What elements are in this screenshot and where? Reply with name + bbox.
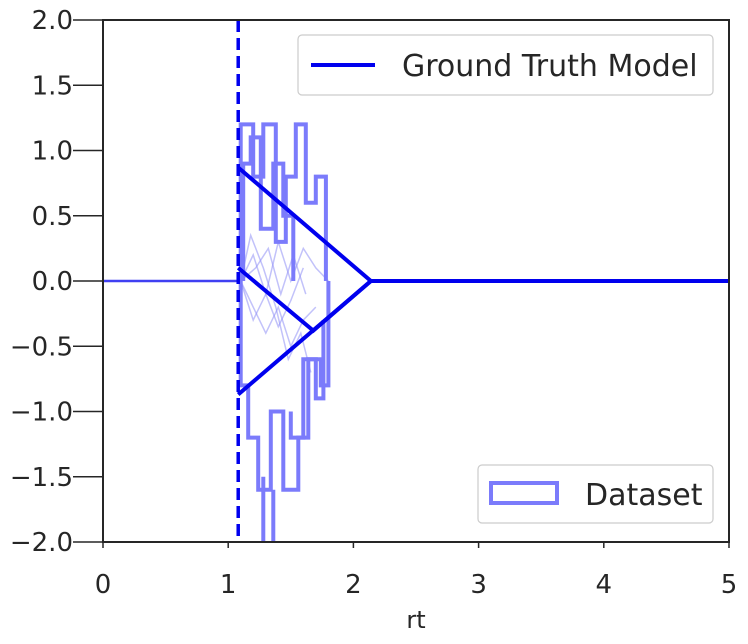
y-axis: 2.0 1.5 1.0 0.5 0.0 −0.5 −1.0 −1.5 −2.0 — [10, 6, 103, 558]
legend-model: Ground Truth Model — [297, 34, 714, 96]
y-tick-label: 0.5 — [32, 202, 73, 232]
x-axis-label: rt — [406, 606, 425, 634]
dataset-histogram-outline — [238, 281, 331, 492]
dataset-trace-line — [240, 239, 329, 297]
legend-dataset-label: Dataset — [585, 478, 703, 513]
dataset-trace-line — [239, 232, 312, 373]
legend-model-box — [297, 34, 714, 96]
y-tick-label: −1.0 — [10, 398, 73, 428]
model-lower-boundary — [236, 279, 729, 397]
dataset-histogram-group — [238, 122, 331, 542]
dataset-trace-line — [240, 246, 307, 297]
legend-dataset-swatch — [489, 481, 559, 505]
y-tick-label: −1.5 — [10, 463, 73, 493]
y-tick-label: 1.0 — [32, 137, 73, 167]
x-tick-label: 5 — [721, 570, 738, 600]
dataset-trace-group — [239, 232, 329, 373]
legend-dataset: Dataset — [477, 464, 714, 524]
model-drift-path — [236, 266, 373, 334]
dataset-histogram-outline — [241, 135, 296, 281]
ground-truth-model-group — [103, 20, 729, 542]
x-tick-label: 2 — [345, 570, 362, 600]
x-tick-label: 3 — [470, 570, 487, 600]
x-tick-label: 1 — [220, 570, 237, 600]
legend-dataset-box — [477, 464, 714, 524]
dataset-trace-line — [239, 267, 305, 329]
legend-model-label: Ground Truth Model — [402, 49, 698, 84]
dataset-histogram-outline — [288, 320, 326, 440]
y-tick-label: −2.0 — [10, 528, 73, 558]
y-tick-label: 1.5 — [32, 71, 73, 101]
x-tick-label: 4 — [596, 570, 613, 600]
x-tick-label: 0 — [95, 570, 112, 600]
y-tick-label: 0.0 — [32, 267, 73, 297]
y-tick-label: 2.0 — [32, 6, 73, 36]
x-axis: 0 1 2 3 4 5 — [95, 542, 738, 600]
model-upper-boundary — [236, 165, 729, 283]
y-tick-label: −0.5 — [10, 332, 73, 362]
